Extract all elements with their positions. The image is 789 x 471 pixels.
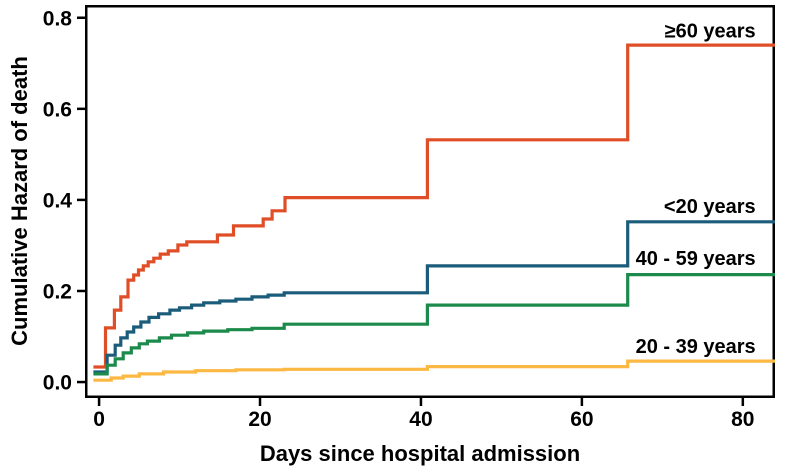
y-tick-label: 0.2 — [43, 280, 72, 303]
series-label-lt-20-years: <20 years — [664, 196, 756, 218]
y-tick-label: 0.8 — [43, 7, 73, 30]
x-tick-label: 40 — [409, 408, 432, 431]
series-line-40-59-years — [93, 273, 775, 376]
series-label-ge-60-years: ≥60 years — [665, 20, 756, 42]
x-tick-label: 0 — [93, 408, 105, 431]
x-tick-label: 60 — [570, 408, 593, 431]
y-tick-label: 0.4 — [43, 189, 73, 212]
series-label-40-59-years: 40 - 59 years — [636, 248, 756, 270]
x-axis-title: Days since hospital admission — [259, 441, 581, 466]
plot-border — [85, 5, 775, 398]
x-tick-label: 80 — [731, 408, 754, 431]
series-label-20-39-years: 20 - 39 years — [636, 336, 756, 358]
y-tick-label: 0.6 — [43, 98, 72, 121]
series-line-20-39-years — [93, 359, 775, 382]
y-tick-label: 0.0 — [43, 372, 72, 395]
series-line-ge-60-years — [93, 43, 775, 369]
series-line-lt-20-years — [93, 220, 775, 374]
y-axis-title: Cumulative Hazard of death — [7, 56, 32, 346]
x-tick-label: 20 — [248, 408, 271, 431]
